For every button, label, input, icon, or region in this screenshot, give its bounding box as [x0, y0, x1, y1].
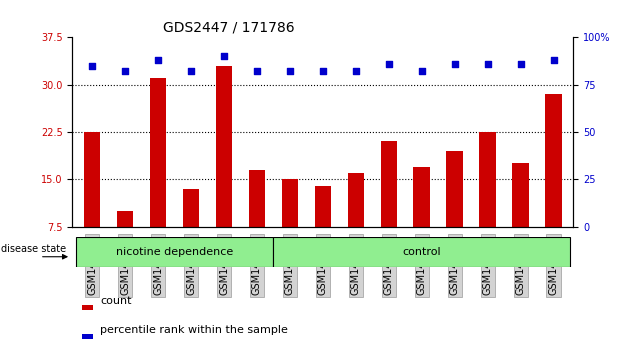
- Text: control: control: [403, 247, 441, 257]
- Text: count: count: [100, 296, 132, 306]
- Bar: [150, 78, 166, 227]
- Point: [384, 61, 394, 67]
- Bar: [381, 141, 397, 227]
- FancyBboxPatch shape: [273, 237, 570, 267]
- Point: [549, 57, 559, 63]
- Bar: [117, 211, 134, 227]
- Point: [219, 53, 229, 59]
- Bar: [83, 305, 93, 310]
- Point: [120, 68, 130, 74]
- Point: [351, 68, 361, 74]
- Point: [318, 68, 328, 74]
- Text: disease state: disease state: [1, 244, 67, 253]
- Bar: [348, 173, 364, 227]
- Point: [285, 68, 295, 74]
- Text: nicotine dependence: nicotine dependence: [116, 247, 233, 257]
- Bar: [83, 335, 93, 339]
- Bar: [84, 132, 100, 227]
- Bar: [282, 179, 298, 227]
- Point: [416, 68, 427, 74]
- Text: percentile rank within the sample: percentile rank within the sample: [100, 325, 288, 335]
- Bar: [249, 170, 265, 227]
- Point: [153, 57, 163, 63]
- Point: [515, 61, 525, 67]
- Bar: [413, 167, 430, 227]
- Bar: [216, 65, 232, 227]
- FancyBboxPatch shape: [76, 237, 273, 267]
- Bar: [183, 189, 199, 227]
- Bar: [447, 151, 463, 227]
- Text: GDS2447 / 171786: GDS2447 / 171786: [163, 21, 294, 35]
- Bar: [512, 164, 529, 227]
- Bar: [314, 185, 331, 227]
- Point: [252, 68, 262, 74]
- Bar: [546, 94, 562, 227]
- Point: [87, 63, 97, 68]
- Point: [450, 61, 460, 67]
- Bar: [479, 132, 496, 227]
- Point: [186, 68, 196, 74]
- Point: [483, 61, 493, 67]
